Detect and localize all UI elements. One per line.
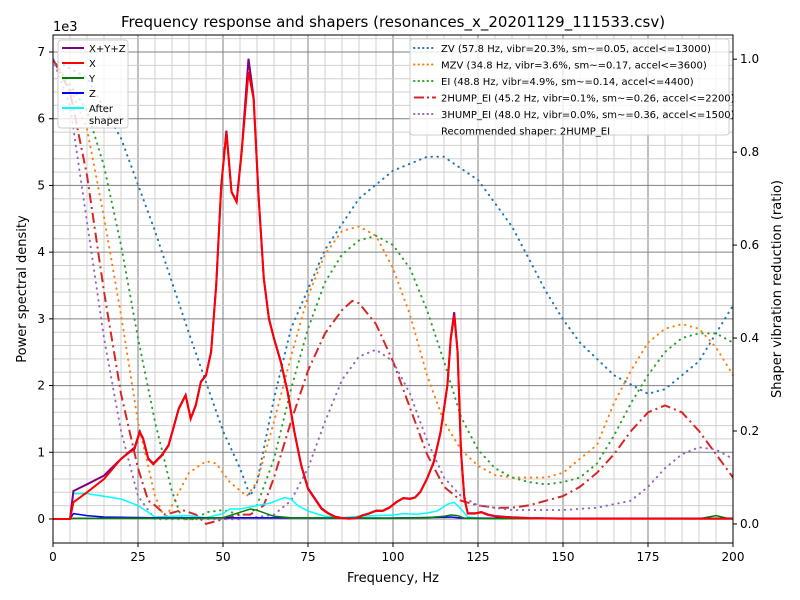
y2-tick-label: 0.8 <box>740 145 759 159</box>
x-tick-label: 50 <box>215 550 230 564</box>
plot-lines <box>53 58 733 526</box>
legend-label: EI (48.8 Hz, vibr=4.9%, sm~=0.14, accel<… <box>441 77 694 88</box>
y2-tick-label: 1.0 <box>740 52 759 66</box>
grid <box>52 35 734 543</box>
y-offset-label: 1e3 <box>53 20 78 35</box>
x-axis-label: Frequency, Hz <box>347 571 439 586</box>
y2-tick-label: 0.4 <box>740 331 759 345</box>
legend-label: ZV (57.8 Hz, vibr=20.3%, sm~=0.05, accel… <box>441 44 711 55</box>
y-tick-label: 0 <box>37 512 45 526</box>
x-tick-label: 150 <box>552 550 575 564</box>
y2-tick-label: 0.2 <box>740 424 759 438</box>
x-tick-label: 0 <box>49 550 57 564</box>
legend-label: After shaper <box>89 104 124 127</box>
psd-line-after-shaper <box>53 492 733 520</box>
shaper-legend: ZV (57.8 Hz, vibr=20.3%, sm~=0.05, accel… <box>409 38 735 138</box>
axis-ticks: 0 25 50 75 100 125 150 175 200 0 1 2 3 4 5 6 7 0.0 0.2 0.4 0… <box>37 45 759 564</box>
shaper-line-mzv <box>53 58 733 522</box>
y2-tick-label: 0.6 <box>740 238 759 252</box>
x-tick-label: 200 <box>722 550 745 564</box>
legend-label: 3HUMP_EI (48.0 Hz, vibr=0.0%, sm~=0.36, … <box>441 110 735 121</box>
x-tick-label: 25 <box>130 550 145 564</box>
legend-label: X+Y+Z <box>89 44 126 55</box>
chart-title: Frequency response and shapers (resonanc… <box>121 13 665 32</box>
x-tick-label: 125 <box>467 550 490 564</box>
y-tick-label: 3 <box>37 312 45 326</box>
x-tick-label: 75 <box>300 550 315 564</box>
legend-label: Y <box>88 74 96 85</box>
legend-label: Z <box>89 89 96 100</box>
y-tick-label: 2 <box>37 379 45 393</box>
y-tick-label: 6 <box>37 112 45 126</box>
legend-label: 2HUMP_EI (45.2 Hz, vibr=0.1%, sm~=0.26, … <box>441 94 735 105</box>
y2-tick-label: 0.0 <box>740 517 759 531</box>
shaper-line-3hump-ei <box>53 58 733 521</box>
recommended-shaper: Recommended shaper: 2HUMP_EI <box>441 127 610 138</box>
legend-label: MZV (34.8 Hz, vibr=3.6%, sm~=0.17, accel… <box>441 61 707 72</box>
y-tick-label: 4 <box>37 245 45 259</box>
y-tick-label: 1 <box>37 445 45 459</box>
y-axis-label: Power spectral density <box>15 215 30 363</box>
psd-line-x <box>53 71 733 520</box>
x-tick-label: 100 <box>382 550 405 564</box>
y-tick-label: 5 <box>37 178 45 192</box>
legend-label: X <box>89 59 96 70</box>
y-tick-label: 7 <box>37 45 45 59</box>
shaper-legend-box <box>409 38 730 136</box>
x-tick-label: 175 <box>637 550 660 564</box>
psd-legend: X+Y+Z XYZ After shaper <box>57 39 129 129</box>
shaper-line-2hump-ei <box>53 58 733 526</box>
y2-axis-label: Shaper vibration reduction (ratio) <box>770 180 785 398</box>
